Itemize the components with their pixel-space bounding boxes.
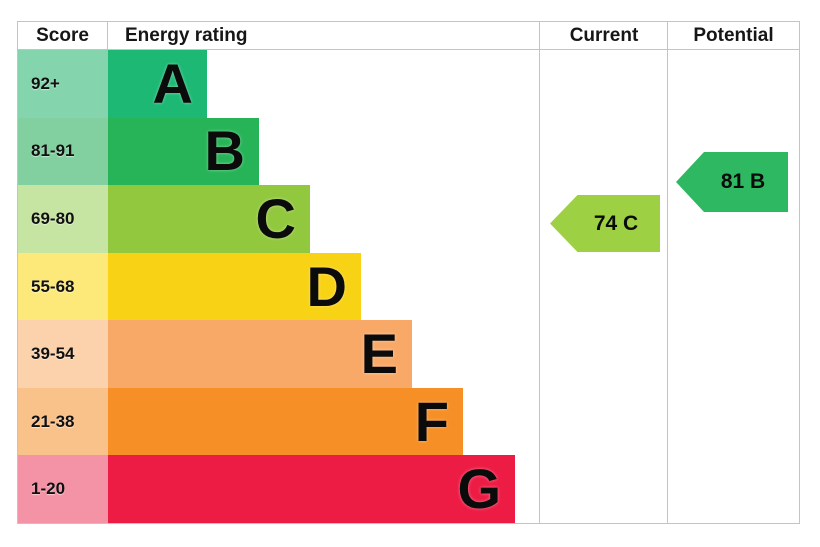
- band-row-d: 55-68 D: [18, 252, 799, 321]
- header-current: Current: [569, 25, 639, 46]
- score-range: 55-68: [18, 252, 108, 321]
- current-column-divider: [539, 22, 540, 523]
- header-potential: Potential: [693, 25, 774, 46]
- band-bar: A: [108, 50, 207, 118]
- band-letter: B: [204, 119, 245, 183]
- band-bar: G: [108, 455, 515, 524]
- band-row-a: 92+ A: [18, 50, 799, 118]
- current-rating-label: 74 C: [593, 211, 639, 235]
- band-letter: C: [255, 186, 296, 250]
- potential-rating-label: 81 B: [720, 170, 766, 193]
- score-range: 1-20: [18, 455, 108, 524]
- band-bar: F: [108, 387, 463, 456]
- band-bar: D: [108, 252, 361, 321]
- potential-rating-arrow: 81 B: [676, 152, 788, 212]
- header-score: Score: [18, 22, 108, 49]
- header-energy-rating: Energy rating: [125, 25, 248, 46]
- band-bar: C: [108, 185, 310, 253]
- score-range: 39-54: [18, 320, 108, 388]
- score-range: 92+: [18, 50, 108, 118]
- bands-container: 92+ A 81-91 B 69-80 C 55-68 D 39-54 E 21-38 F 1-20 G: [18, 50, 799, 524]
- band-letter: E: [360, 322, 398, 386]
- band-bar: E: [108, 320, 412, 388]
- band-row-c: 69-80 C: [18, 185, 799, 253]
- rating-table: Score Energy rating Current Potential 92…: [17, 21, 800, 524]
- score-range: 81-91: [18, 117, 108, 186]
- score-range: 69-80: [18, 185, 108, 253]
- band-row-f: 21-38 F: [18, 387, 799, 456]
- band-letter: D: [306, 254, 347, 318]
- band-letter: G: [457, 457, 501, 521]
- band-row-e: 39-54 E: [18, 320, 799, 388]
- table-header: Score Energy rating Current Potential: [18, 22, 799, 50]
- band-bar: B: [108, 117, 259, 186]
- band-letter: A: [152, 51, 193, 115]
- band-row-g: 1-20 G: [18, 455, 799, 524]
- score-range: 21-38: [18, 387, 108, 456]
- band-letter: F: [414, 389, 449, 453]
- band-row-b: 81-91 B: [18, 117, 799, 186]
- potential-column-divider: [667, 22, 668, 523]
